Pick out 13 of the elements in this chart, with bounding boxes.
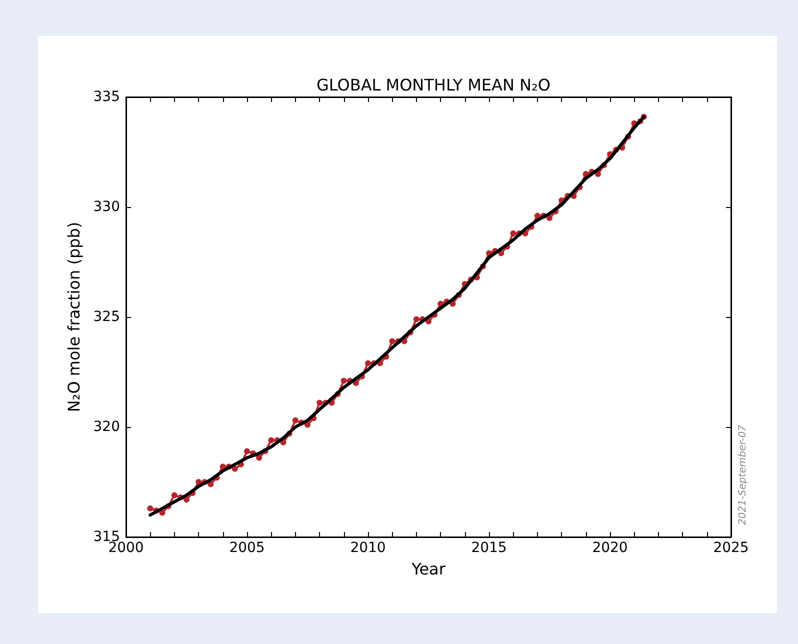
y-tick-label: 320: [93, 419, 120, 435]
x-tick-label: 2015: [471, 540, 507, 556]
y-tick-label: 330: [93, 199, 120, 215]
text: 2021-September-07: [738, 424, 748, 525]
y-tick-label: 335: [93, 89, 120, 105]
y-axis-title: N₂O mole fraction (ppb): [64, 222, 84, 412]
chart-title: GLOBAL MONTHLY MEAN N₂O: [316, 76, 550, 94]
y-tick-label: 325: [93, 309, 120, 325]
x-tick-label: 2020: [592, 540, 628, 556]
x-tick-label: 2010: [350, 540, 386, 556]
x-tick-label: 2005: [229, 540, 265, 556]
x-axis-title: Year: [410, 560, 446, 578]
x-tick-label: 2025: [713, 540, 749, 556]
